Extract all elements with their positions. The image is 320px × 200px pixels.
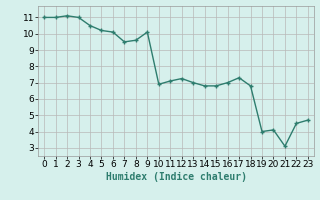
X-axis label: Humidex (Indice chaleur): Humidex (Indice chaleur)	[106, 172, 246, 182]
